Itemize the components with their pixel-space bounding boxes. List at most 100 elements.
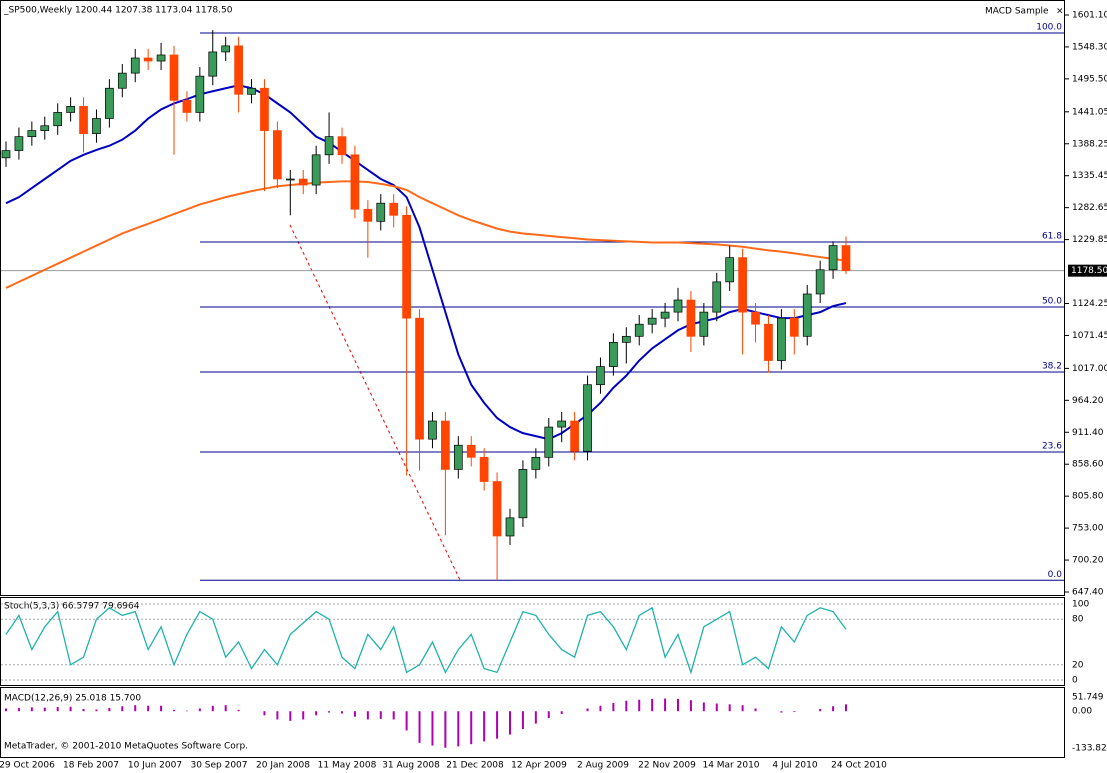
candle-body bbox=[143, 57, 153, 62]
candle-body bbox=[311, 154, 321, 186]
macd-panel bbox=[0, 687, 1065, 758]
candle-body bbox=[660, 311, 670, 319]
candle-body bbox=[324, 136, 334, 156]
candle-body bbox=[27, 130, 37, 138]
y-tick-label: 911.40 bbox=[1072, 428, 1104, 438]
candle-body bbox=[751, 311, 760, 325]
x-tick-label: 20 Jan 2008 bbox=[256, 761, 310, 771]
stoch-tick-label: 80 bbox=[1072, 615, 1084, 625]
candle-body bbox=[428, 420, 437, 440]
current-price-label: 1178.50 bbox=[1071, 266, 1107, 276]
y-tick-label: 1071.45 bbox=[1072, 331, 1107, 341]
candle-body bbox=[686, 299, 696, 337]
candle-body bbox=[466, 444, 476, 458]
x-tick-label: 21 Dec 2008 bbox=[446, 761, 504, 771]
candle-body bbox=[505, 517, 515, 537]
candle-body bbox=[777, 317, 786, 361]
moving-average bbox=[5, 180, 847, 289]
candle-body bbox=[169, 54, 179, 101]
candle-body bbox=[712, 281, 722, 313]
candle-body bbox=[117, 72, 127, 89]
y-tick-label: 1229.85 bbox=[1072, 235, 1107, 245]
candle-body bbox=[247, 87, 256, 95]
header: _SP500,Weekly 1200.44 1207.38 1173.04 11… bbox=[3, 6, 233, 16]
candle-body bbox=[285, 178, 295, 181]
stoch-tick-label: 20 bbox=[1072, 660, 1084, 670]
candle-body bbox=[699, 311, 709, 337]
candle-body bbox=[453, 444, 463, 470]
x-tick-label: 29 Oct 2006 bbox=[0, 761, 55, 771]
candle-body bbox=[492, 481, 502, 537]
x-tick-label: 18 Feb 2007 bbox=[63, 761, 119, 771]
candle-body bbox=[260, 87, 269, 131]
candle-body bbox=[609, 342, 618, 367]
candle-body bbox=[518, 469, 528, 519]
candle-body bbox=[66, 106, 75, 113]
candle-body bbox=[596, 366, 605, 386]
y-tick-label: 1495.50 bbox=[1072, 74, 1107, 84]
fibo-label: 100.0 bbox=[1036, 23, 1062, 33]
x-tick-label: 31 Aug 2008 bbox=[382, 761, 440, 771]
candle-body bbox=[273, 130, 282, 180]
main-panel bbox=[0, 0, 1065, 596]
macd-tick-label: 0.00 bbox=[1072, 707, 1092, 717]
candle-body bbox=[363, 208, 373, 222]
y-tick-label: 647.40 bbox=[1072, 588, 1104, 598]
close-icon[interactable]: × bbox=[1056, 7, 1064, 17]
stoch-line bbox=[5, 606, 847, 675]
candle-body bbox=[298, 178, 308, 186]
expert-name: MACD Sample bbox=[985, 7, 1049, 17]
x-tick-label: 24 Oct 2010 bbox=[831, 761, 887, 771]
candle-body bbox=[544, 426, 554, 458]
candle-body bbox=[634, 323, 644, 337]
candle-body bbox=[738, 257, 747, 313]
candle-body bbox=[130, 57, 140, 74]
x-tick-label: 11 May 2008 bbox=[318, 761, 377, 771]
candle-body bbox=[531, 456, 541, 470]
stoch-tick-label: 100 bbox=[1072, 600, 1089, 610]
candle-body bbox=[402, 214, 411, 319]
stoch-panel bbox=[0, 597, 1065, 686]
copyright: MetaTrader, © 2001-2010 MetaQuotes Softw… bbox=[4, 742, 248, 752]
macd-tick-label: 51.749 bbox=[1072, 692, 1104, 702]
candle-body bbox=[764, 323, 773, 361]
candle-body bbox=[182, 99, 192, 113]
y-tick-label: 1124.25 bbox=[1072, 299, 1107, 309]
candle-body bbox=[673, 299, 683, 313]
candle-body bbox=[1, 150, 11, 159]
x-tick-label: 2 Aug 2009 bbox=[577, 761, 629, 771]
y-tick-label: 1548.30 bbox=[1072, 42, 1107, 52]
candle-body bbox=[53, 112, 63, 127]
candle-body bbox=[337, 136, 347, 156]
fibo-label: 50.0 bbox=[1042, 297, 1062, 307]
y-tick-label: 1601.10 bbox=[1072, 10, 1107, 20]
candle-body bbox=[725, 257, 735, 283]
candle-body bbox=[557, 420, 567, 428]
candle-body bbox=[208, 51, 218, 77]
candle-body bbox=[647, 317, 657, 325]
candle-body bbox=[40, 125, 50, 131]
fibo-label: 61.8 bbox=[1042, 231, 1062, 241]
candle-body bbox=[415, 317, 424, 440]
y-tick-label: 753.00 bbox=[1072, 524, 1104, 534]
candle-body bbox=[389, 202, 399, 216]
candle-body bbox=[350, 154, 360, 210]
y-tick-label: 805.80 bbox=[1072, 492, 1104, 502]
candle-body bbox=[815, 269, 825, 295]
candle-body bbox=[156, 54, 166, 62]
stoch-tick-label: 0 bbox=[1072, 675, 1078, 685]
x-tick-label: 30 Sep 2007 bbox=[190, 761, 247, 771]
fibo-label: 0.0 bbox=[1048, 570, 1063, 580]
candle-body bbox=[441, 420, 450, 470]
x-tick-label: 14 Mar 2010 bbox=[702, 761, 759, 771]
candle-body bbox=[621, 335, 631, 343]
candle-body bbox=[376, 202, 386, 222]
stoch-label: Stoch(5,3,3) 66.5797 79.6964 bbox=[4, 602, 140, 612]
candle-body bbox=[79, 106, 88, 134]
candle-body bbox=[92, 118, 101, 134]
macd-label: MACD(12,26,9) 25.018 15.700 bbox=[4, 694, 141, 704]
y-tick-label: 964.20 bbox=[1072, 396, 1104, 406]
fibo-label: 23.6 bbox=[1042, 442, 1062, 452]
